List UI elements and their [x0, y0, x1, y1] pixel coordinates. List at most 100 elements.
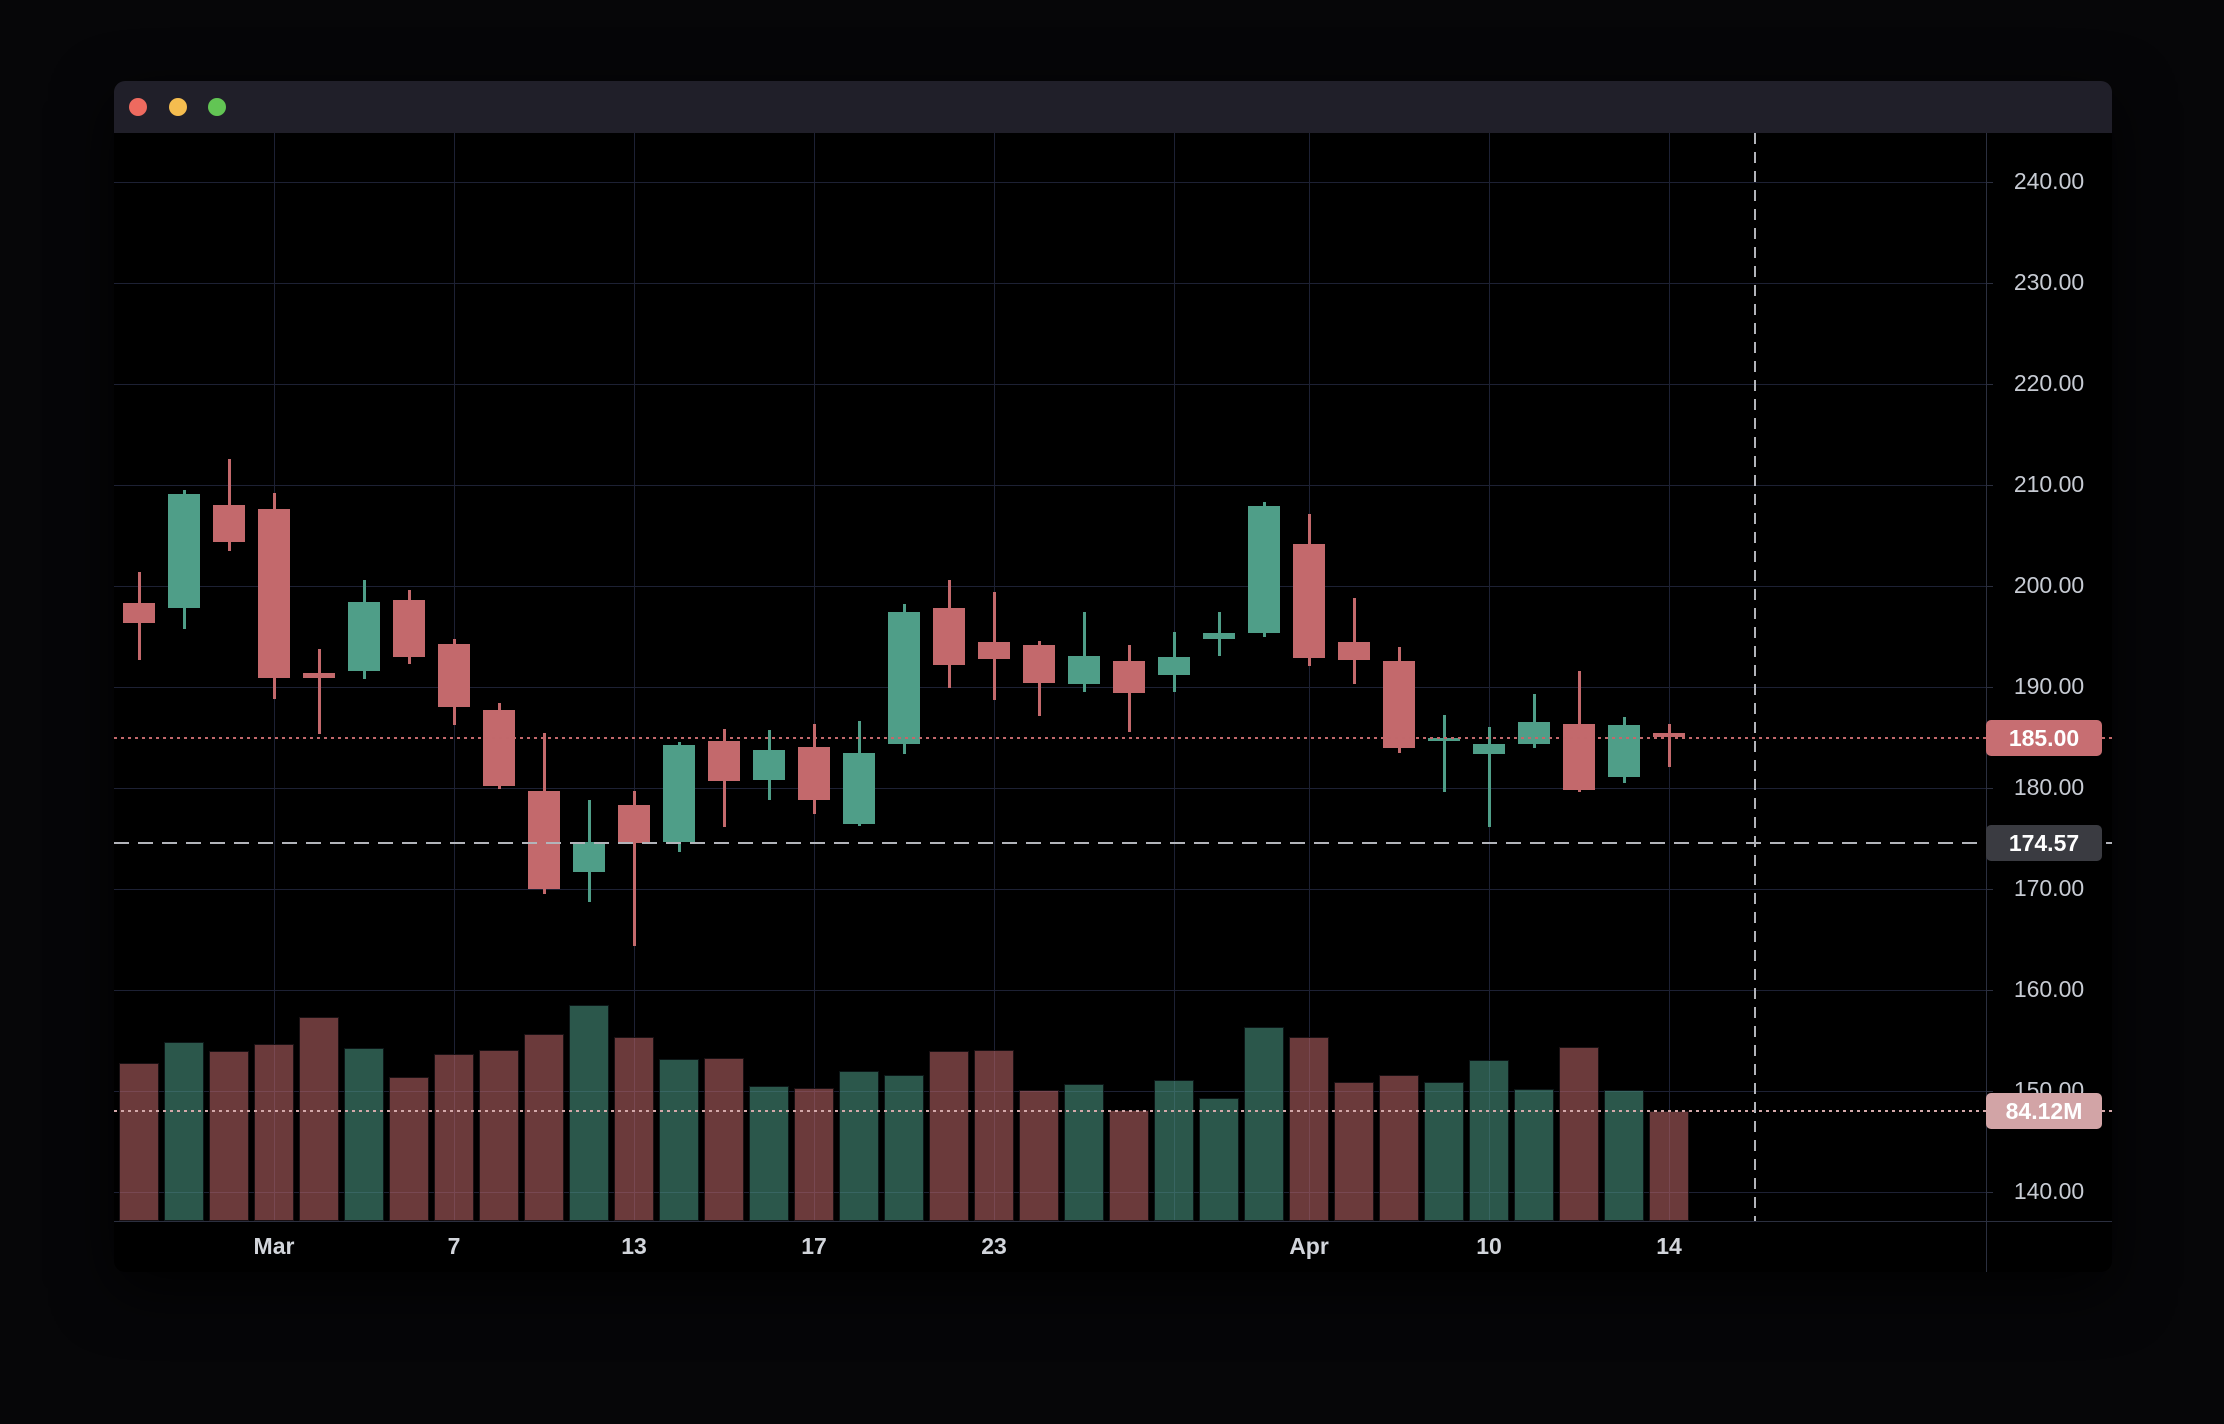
volume-bar [119, 1062, 159, 1221]
title-bar[interactable] [114, 81, 2112, 133]
horizontal-gridline [114, 181, 1986, 183]
candle-body [1428, 737, 1460, 741]
crosshair-horizontal-line [114, 841, 2112, 844]
price-tick-label: 170.00 [2013, 875, 2085, 901]
last-price-badge: 185.00 [1986, 719, 2102, 756]
vertical-gridline [813, 133, 815, 1221]
horizontal-gridline [114, 585, 1986, 587]
volume-bar [1019, 1090, 1059, 1221]
candle-wick [1532, 694, 1536, 748]
trading-chart-window: 185.00 174.57 84.12M 240.00 230.00 220.00 2… [114, 81, 2112, 1272]
candle-wick [1352, 598, 1356, 684]
volume-badge: 84.12M [1986, 1093, 2102, 1129]
candle-body [1113, 660, 1145, 694]
volume-bar [1244, 1027, 1284, 1221]
volume-bar [614, 1036, 654, 1221]
price-axis-tick [1986, 1191, 1993, 1193]
volume-bar [749, 1086, 789, 1221]
volume-bar [434, 1053, 474, 1221]
price-axis-tick [1986, 585, 1993, 587]
volume-bar [839, 1070, 879, 1221]
candle-body [1023, 644, 1055, 683]
volume-bar [884, 1074, 924, 1221]
candle-wick [1487, 727, 1491, 828]
candle-body [933, 608, 965, 665]
horizontal-gridline [114, 989, 1986, 991]
price-axis-tick [1986, 787, 1993, 789]
time-tick-label: Apr [1289, 1233, 1329, 1259]
price-axis[interactable] [1986, 133, 2112, 1221]
candle-body [528, 791, 560, 889]
price-tick-label: 220.00 [2013, 370, 2085, 396]
candle-body [483, 710, 515, 786]
volume-level-line [114, 1110, 2112, 1112]
volume-bar [1649, 1111, 1689, 1221]
price-tick-label: 210.00 [2013, 471, 2085, 497]
horizontal-gridline [114, 888, 1986, 890]
volume-bar [1559, 1047, 1599, 1221]
volume-bar [1469, 1060, 1509, 1221]
candle-body [1338, 641, 1370, 660]
time-tick-label: 7 [447, 1233, 461, 1259]
candle-wick [1667, 724, 1671, 767]
price-tick-label: 160.00 [2013, 976, 2085, 1002]
horizontal-gridline [114, 787, 1986, 789]
time-tick-label: 17 [801, 1233, 827, 1259]
price-axis-tick [1986, 383, 1993, 385]
volume-bar [1604, 1090, 1644, 1221]
candle-body [1158, 656, 1190, 675]
candle-body [573, 841, 605, 872]
volume-bar [659, 1058, 699, 1221]
candle-body [1383, 660, 1415, 748]
candle-body [393, 600, 425, 657]
candle-body [303, 672, 335, 678]
horizontal-gridline [114, 686, 1986, 688]
minimize-button[interactable] [169, 98, 187, 116]
horizontal-gridline [114, 383, 1986, 385]
volume-bar [209, 1051, 249, 1221]
candle-body [1203, 633, 1235, 639]
candle-body [438, 643, 470, 708]
candle-body [798, 746, 830, 801]
volume-bar [929, 1051, 969, 1221]
candle-body [348, 602, 380, 671]
zoom-button[interactable] [208, 98, 226, 116]
candle-wick [632, 791, 636, 946]
time-tick-label: 23 [981, 1233, 1007, 1259]
vertical-gridline [1488, 133, 1490, 1221]
plot-area[interactable] [114, 133, 1986, 1221]
close-button[interactable] [129, 98, 147, 116]
candle-body [123, 603, 155, 624]
volume-bar [1379, 1074, 1419, 1221]
vertical-gridline [1668, 133, 1670, 1221]
volume-bar [299, 1017, 339, 1221]
price-tick-label: 230.00 [2013, 269, 2085, 295]
time-tick-label: 13 [621, 1233, 647, 1259]
horizontal-gridline [114, 484, 1986, 486]
volume-bar [479, 1049, 519, 1221]
price-axis-tick [1986, 484, 1993, 486]
price-axis-tick [1986, 181, 1993, 183]
candle-body [1293, 543, 1325, 658]
volume-bar [1289, 1036, 1329, 1221]
price-tick-label: 180.00 [2013, 774, 2085, 800]
candle-body [168, 494, 200, 609]
candle-body [1473, 743, 1505, 754]
price-axis-tick [1986, 282, 1993, 284]
candle-body [708, 740, 740, 781]
volume-bar [1424, 1082, 1464, 1221]
candle-body [258, 509, 290, 678]
chart-layer: 185.00 174.57 84.12M 240.00 230.00 220.00 2… [114, 81, 2112, 1272]
volume-bar [1199, 1098, 1239, 1221]
candle-wick [1442, 715, 1446, 793]
time-tick-label: 14 [1656, 1233, 1682, 1259]
candle-body [978, 641, 1010, 659]
candle-body [1068, 655, 1100, 684]
time-axis[interactable] [114, 1221, 2112, 1272]
price-axis-border [1986, 133, 1987, 1272]
price-tick-label: 200.00 [2013, 572, 2085, 598]
time-axis-border [114, 1221, 2112, 1222]
volume-bar [164, 1041, 204, 1221]
volume-bar [974, 1049, 1014, 1221]
time-tick-label: 10 [1476, 1233, 1502, 1259]
